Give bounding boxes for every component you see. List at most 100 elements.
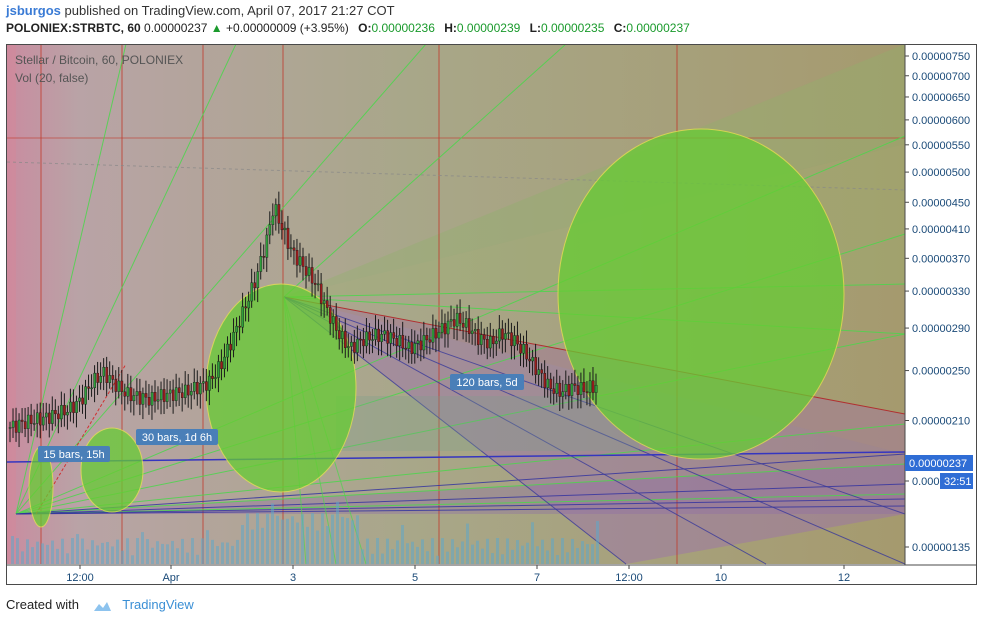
volume-bar	[386, 538, 389, 564]
volume-bar	[406, 543, 409, 564]
candle-body	[159, 389, 163, 401]
footer: Created with TradingView	[6, 597, 194, 613]
volume-bar	[371, 553, 374, 564]
y-tick-label: 0.00000135	[912, 542, 970, 554]
chart-border	[6, 44, 977, 585]
candle-body	[585, 391, 589, 393]
candle-body	[389, 332, 392, 344]
candle-body	[507, 332, 510, 334]
change-value: +0.00000009 (+3.95%)	[226, 21, 349, 35]
ohlc-bar: POLONIEX:STRBTC, 60 0.00000237 ▲ +0.0000…	[6, 21, 690, 35]
volume-bar	[326, 525, 329, 564]
x-axis-panel	[6, 565, 977, 585]
candle-body	[187, 384, 190, 396]
candle-body	[440, 323, 444, 333]
author-link[interactable]: jsburgos	[6, 3, 61, 18]
left-pink-band	[6, 44, 16, 564]
volume-bar	[346, 518, 349, 564]
fan-line-green	[15, 44, 237, 515]
candle-body	[344, 331, 347, 348]
volume-bar	[86, 549, 89, 564]
y-tick-label: 0.00000700	[912, 71, 970, 83]
candle-body	[75, 401, 78, 413]
candle-body	[470, 330, 474, 334]
volume-bar	[591, 544, 594, 564]
tradingview-link[interactable]: TradingView	[122, 597, 194, 612]
candle-body	[428, 339, 432, 343]
volume-bar	[51, 540, 54, 564]
x-tick-label: 10	[715, 572, 727, 584]
candle-body	[196, 382, 199, 395]
fan-line-green	[15, 463, 906, 515]
candle-body	[310, 267, 314, 284]
volume-bar	[171, 540, 174, 564]
volume-bar	[341, 516, 344, 564]
volume-bar	[411, 541, 414, 564]
countdown-text: 32:51	[944, 476, 972, 488]
candle-body	[341, 331, 344, 339]
candle-body	[57, 413, 60, 420]
candle-body	[271, 215, 275, 225]
volume-bar	[321, 513, 324, 564]
volume-bar	[156, 541, 159, 564]
candle-body	[431, 328, 435, 343]
volume-bar	[191, 538, 194, 564]
volume-bar	[186, 552, 189, 564]
candle-body	[99, 375, 103, 383]
volume-bar	[281, 519, 284, 564]
candle-body	[531, 357, 534, 362]
candle-body	[338, 330, 341, 339]
candle-body	[177, 387, 181, 393]
annotations: 15 bars, 15h 30 bars, 1d 6h 120 bars, 5d	[38, 374, 524, 462]
publish-info: jsburgos published on TradingView.com, A…	[6, 3, 395, 18]
fan-line-green	[15, 493, 906, 515]
volume-bar	[106, 542, 109, 564]
volume-bar	[461, 541, 464, 564]
volume-bar	[391, 549, 394, 564]
candle-body	[332, 316, 335, 324]
candle-body	[555, 382, 559, 394]
x-tick-label: 12	[838, 572, 850, 584]
annotation-box	[38, 446, 110, 462]
high-value: 0.00000239	[456, 21, 521, 35]
candle-body	[120, 380, 124, 393]
candle-body	[582, 382, 586, 392]
y-tick-label: 0.00000450	[912, 197, 970, 209]
volume-bar	[296, 522, 299, 564]
price-chart[interactable]: 15 bars, 15h 30 bars, 1d 6h 120 bars, 5d 0…	[6, 44, 977, 585]
candle-body	[328, 307, 332, 324]
volume-bar	[486, 538, 489, 564]
close-label: C:	[613, 21, 627, 35]
candle-body	[268, 224, 272, 236]
volume-bar	[26, 539, 29, 564]
candle-body	[217, 361, 220, 378]
volume-bar	[366, 538, 369, 564]
candle-body	[283, 227, 287, 231]
high-label: H:	[444, 21, 457, 35]
x-tick-label: 3	[290, 572, 296, 584]
volume-bar	[121, 550, 124, 564]
candle-body	[480, 334, 483, 345]
annotation-box	[136, 429, 218, 445]
volume-bar	[116, 539, 119, 564]
fan-line-green	[15, 44, 427, 515]
candle-body	[29, 414, 33, 424]
volume-bar	[71, 538, 74, 564]
volume-bar	[221, 542, 224, 564]
candle-body	[190, 391, 193, 396]
candle-body	[356, 338, 359, 353]
volume-bar	[316, 530, 319, 564]
candle-body	[96, 372, 99, 383]
volume-bar	[56, 548, 59, 564]
low-value: 0.00000235	[540, 21, 605, 35]
candle-body	[138, 391, 142, 405]
last-price-tag: 0.00000237 32:51	[905, 455, 973, 489]
candle-body	[528, 358, 531, 362]
candle-body	[141, 393, 145, 405]
volume-bar	[251, 529, 254, 564]
candle-body	[250, 282, 254, 302]
fan-line-green	[15, 44, 127, 515]
candle-body	[371, 339, 374, 341]
volume-bar	[396, 540, 399, 564]
candle-body	[168, 389, 172, 394]
